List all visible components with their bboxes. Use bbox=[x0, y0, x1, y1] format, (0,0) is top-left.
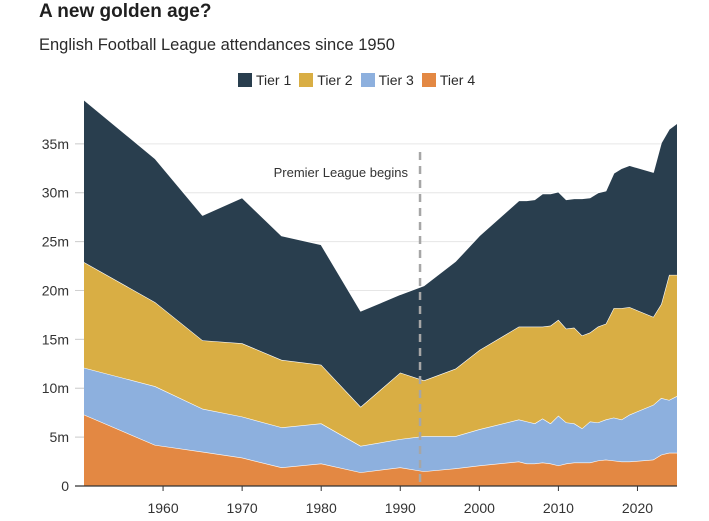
y-tick-label: 5m bbox=[50, 429, 69, 445]
area-edge-tier-1 bbox=[83, 99, 678, 312]
y-tick-label: 0 bbox=[61, 478, 69, 494]
area-tier-4 bbox=[84, 414, 677, 486]
x-tick-label: 2000 bbox=[464, 500, 495, 516]
y-tick-label: 35m bbox=[42, 136, 69, 152]
legend-item-tier-2: Tier 2 bbox=[299, 72, 353, 88]
axes: 0 5m 10m 15m 20m 25m 30m 35m 1960 1970 1980 1990 200… bbox=[42, 136, 677, 516]
legend-label-tier-4: Tier 4 bbox=[439, 72, 476, 88]
y-tick-label: 10m bbox=[42, 380, 69, 396]
x-tick-label: 2020 bbox=[622, 500, 653, 516]
legend-label-tier-2: Tier 2 bbox=[317, 72, 353, 88]
legend-item-tier-1: Tier 1 bbox=[238, 72, 291, 88]
annotation-layer: Premier League begins bbox=[274, 152, 422, 486]
x-tick-label: 1960 bbox=[147, 500, 178, 516]
legend-label-tier-1: Tier 1 bbox=[256, 72, 292, 88]
y-tick-label: 20m bbox=[42, 282, 69, 298]
x-tick-label: 1970 bbox=[227, 500, 258, 516]
legend-swatch-tier-3 bbox=[360, 73, 375, 87]
chart-subtitle: English Football League attendances sinc… bbox=[39, 36, 395, 54]
premier-league-annotation-label: Premier League begins bbox=[274, 165, 409, 180]
area-tier-1 bbox=[84, 99, 677, 407]
legend-swatch-tier-2 bbox=[299, 73, 314, 87]
x-tick-label: 1990 bbox=[385, 500, 416, 516]
chart-title: A new golden age? bbox=[39, 1, 212, 22]
legend: Tier 1 Tier 2 Tier 3 Tier 4 bbox=[238, 72, 483, 88]
y-tick-label: 25m bbox=[42, 234, 69, 250]
x-tick-label: 1980 bbox=[306, 500, 337, 516]
y-tick-label: 30m bbox=[42, 185, 69, 201]
legend-item-tier-4: Tier 4 bbox=[421, 72, 476, 88]
y-tick-label: 15m bbox=[42, 331, 69, 347]
legend-swatch-tier-1 bbox=[238, 73, 252, 87]
legend-swatch-tier-4 bbox=[421, 73, 436, 87]
x-tick-label: 2010 bbox=[543, 500, 574, 516]
legend-item-tier-3: Tier 3 bbox=[360, 72, 414, 88]
area-layers bbox=[83, 99, 678, 486]
legend-label-tier-3: Tier 3 bbox=[378, 72, 414, 88]
area-tier-3 bbox=[84, 367, 677, 473]
area-tier-2 bbox=[84, 262, 677, 446]
